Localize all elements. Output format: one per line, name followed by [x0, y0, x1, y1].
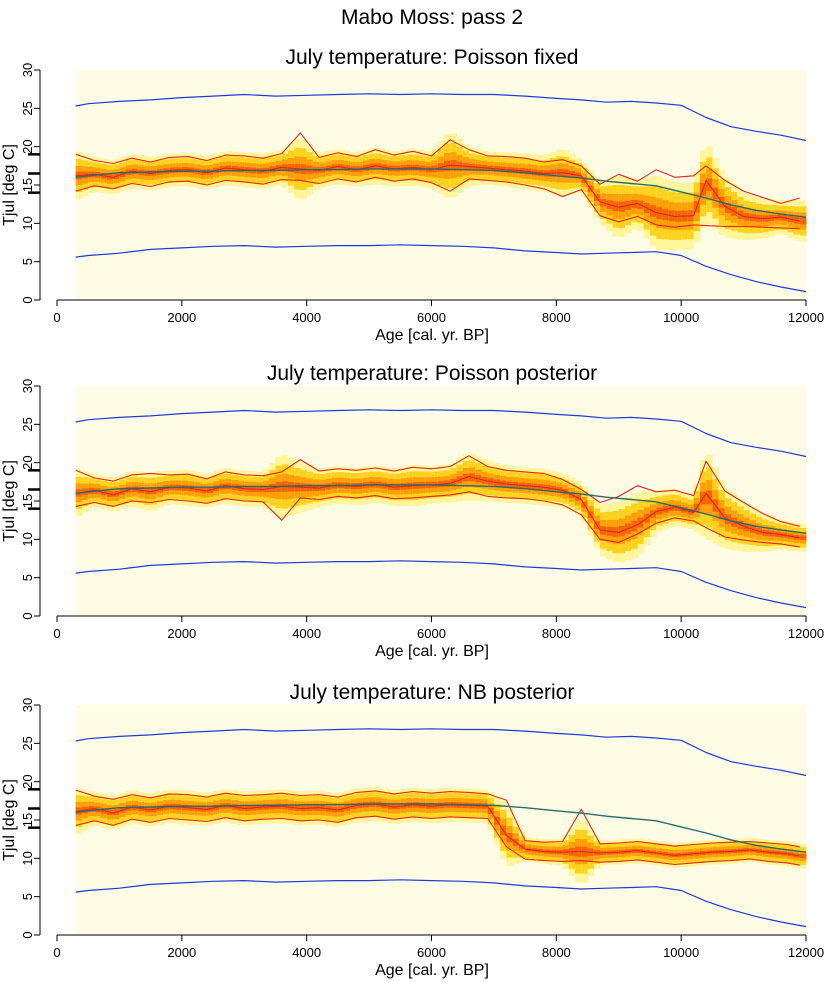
y-tick-label: 20 — [20, 774, 35, 788]
upper-bound-line — [75, 728, 807, 777]
lower-interval-line — [75, 815, 800, 866]
lower-bound-line — [75, 879, 807, 928]
upper-interval-line — [75, 789, 800, 848]
y-axis-label: Tjul [deg C] — [1, 779, 18, 861]
x-tick-label: 0 — [53, 626, 60, 641]
x-tick-label: 0 — [53, 310, 60, 325]
y-axis-label: Tjul [deg C] — [1, 144, 18, 226]
y-tick-label: 0 — [20, 296, 35, 303]
x-tick-label: 12000 — [788, 310, 824, 325]
density-cell — [799, 217, 807, 225]
y-tick-label: 5 — [20, 574, 35, 581]
x-tick-label: 12000 — [788, 945, 824, 960]
x-tick-label: 2000 — [167, 945, 196, 960]
trend-line — [75, 168, 807, 218]
density-cell — [799, 854, 807, 859]
median-line — [75, 803, 800, 857]
x-tick-label: 10000 — [663, 310, 699, 325]
x-tick-label: 6000 — [417, 310, 446, 325]
y-axis-label: Tjul [deg C] — [1, 460, 18, 542]
y-tick-label: 25 — [20, 417, 35, 431]
upper-bound-line — [75, 409, 807, 458]
x-tick-label: 6000 — [417, 945, 446, 960]
x-tick-label: 8000 — [542, 945, 571, 960]
x-tick-label: 6000 — [417, 626, 446, 641]
y-tick-label: 25 — [20, 101, 35, 115]
x-axis-label: Age [cal. yr. BP] — [375, 327, 489, 344]
y-tick-label: 10 — [20, 532, 35, 546]
y-tick-label: 10 — [20, 216, 35, 230]
trend-line — [75, 484, 807, 534]
x-tick-label: 2000 — [167, 626, 196, 641]
upper-interval-line — [75, 455, 800, 527]
panel-title: July temperature: Poisson posterior — [267, 362, 597, 385]
median-line — [75, 475, 800, 539]
y-tick-label: 30 — [20, 63, 35, 77]
y-tick-label: 15 — [20, 813, 35, 827]
x-axis-label: Age [cal. yr. BP] — [375, 962, 489, 979]
x-tick-label: 8000 — [542, 310, 571, 325]
chart-panel-1: 0 5 10 15 20 25 30 Tjul [deg C] 0 2000 4000 6000 800… — [1, 46, 824, 344]
trend-line — [75, 803, 807, 853]
density-cell — [799, 535, 807, 541]
y-tick-label: 5 — [20, 893, 35, 900]
upper-interval-line — [75, 132, 800, 204]
y-tick-label: 0 — [20, 931, 35, 938]
x-tick-label: 0 — [53, 945, 60, 960]
x-tick-label: 12000 — [788, 626, 824, 641]
y-tick-label: 10 — [20, 851, 35, 865]
x-tick-label: 4000 — [292, 310, 321, 325]
panel-title: July temperature: Poisson fixed — [286, 46, 579, 69]
lower-bound-line — [75, 244, 807, 293]
x-tick-label: 10000 — [663, 945, 699, 960]
y-tick-label: 15 — [20, 178, 35, 192]
chart-panel-3: 0 5 10 15 20 25 30 Tjul [deg C] 0 2000 4000 6000 800… — [1, 681, 824, 979]
panel-title: July temperature: NB posterior — [290, 681, 575, 704]
y-tick-label: 0 — [20, 612, 35, 619]
y-tick-label: 30 — [20, 379, 35, 393]
chart-panel-2: 0 5 10 15 20 25 30 Tjul [deg C] 0 2000 4000 6000 800… — [1, 362, 824, 660]
y-tick-label: 15 — [20, 494, 35, 508]
lower-interval-line — [75, 491, 800, 548]
lower-bound-line — [75, 560, 807, 609]
x-axis-label: Age [cal. yr. BP] — [375, 643, 489, 660]
y-tick-label: 5 — [20, 258, 35, 265]
x-tick-label: 4000 — [292, 626, 321, 641]
x-tick-label: 10000 — [663, 626, 699, 641]
lower-interval-line — [75, 176, 800, 230]
y-tick-label: 20 — [20, 139, 35, 153]
y-tick-label: 30 — [20, 698, 35, 712]
y-tick-label: 25 — [20, 736, 35, 750]
figure-title: Mabo Moss: pass 2 — [341, 6, 523, 29]
upper-bound-line — [75, 93, 807, 142]
y-tick-label: 20 — [20, 455, 35, 469]
x-tick-label: 2000 — [167, 310, 196, 325]
x-tick-label: 8000 — [542, 626, 571, 641]
x-tick-label: 4000 — [292, 945, 321, 960]
